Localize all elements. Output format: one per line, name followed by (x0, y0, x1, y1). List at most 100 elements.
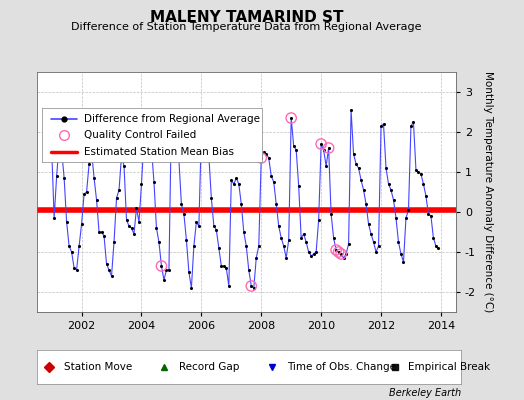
Point (182, 237, 191, 243)
Point (215, 245, 223, 251)
Point (297, 235, 305, 241)
Point (232, 175, 241, 181)
Point (424, 211, 433, 217)
Point (287, 115, 296, 121)
Point (115, 187, 123, 193)
Text: MALENY TAMARIND ST: MALENY TAMARIND ST (149, 10, 343, 25)
Point (88, 149, 96, 155)
Point (337, 251, 345, 257)
Point (307, 253, 315, 259)
Point (167, 113, 176, 119)
Point (50, 215, 58, 221)
Point (340, 255, 348, 261)
Point (419, 181, 428, 187)
Point (92, 197, 101, 203)
Point (235, 181, 243, 187)
Point (220, 263, 228, 269)
Point (310, 251, 318, 257)
Point (417, 171, 425, 177)
Point (434, 245, 443, 251)
Point (187, 285, 195, 291)
Point (302, 239, 310, 245)
Point (222, 265, 231, 271)
Text: Difference from Regional Average: Difference from Regional Average (84, 114, 260, 124)
Point (55, 141, 63, 147)
Point (362, 201, 370, 207)
Point (369, 239, 378, 245)
Point (294, 183, 303, 189)
Text: Empirical Break: Empirical Break (408, 362, 490, 372)
Point (205, 153, 213, 159)
Point (225, 283, 233, 289)
Point (317, 141, 325, 147)
Point (112, 195, 121, 201)
Point (135, 219, 143, 225)
Point (327, 211, 335, 217)
Point (184, 269, 193, 275)
Point (230, 181, 238, 187)
Point (78, 221, 86, 227)
Point (377, 123, 385, 129)
Point (177, 201, 185, 207)
Point (172, 151, 181, 157)
Point (192, 219, 201, 225)
Point (275, 223, 283, 229)
Point (257, 155, 266, 161)
Text: Record Gap: Record Gap (179, 362, 239, 372)
Point (252, 255, 260, 261)
Point (72, 267, 81, 273)
Text: Quality Control Failed: Quality Control Failed (84, 130, 196, 140)
Point (392, 215, 400, 221)
Point (125, 223, 133, 229)
Point (367, 231, 375, 237)
Point (342, 251, 350, 257)
Point (85, 161, 93, 167)
Point (324, 145, 333, 151)
Point (162, 267, 171, 273)
Point (202, 139, 211, 145)
Point (160, 277, 168, 283)
Point (130, 231, 138, 237)
Point (427, 213, 435, 219)
Point (324, 145, 333, 151)
Point (289, 143, 298, 149)
Point (200, 135, 208, 141)
Y-axis label: Monthly Temperature Anomaly Difference (°C): Monthly Temperature Anomaly Difference (… (483, 71, 493, 313)
Point (247, 283, 256, 289)
Point (372, 249, 380, 255)
Point (402, 215, 410, 221)
Point (409, 119, 418, 125)
Point (150, 179, 158, 185)
Point (197, 129, 205, 135)
Point (132, 205, 140, 211)
Point (414, 169, 423, 175)
Point (292, 147, 300, 153)
Point (347, 107, 355, 113)
Point (200, 135, 208, 141)
Point (174, 157, 183, 163)
Point (155, 239, 163, 245)
Text: Estimated Station Mean Bias: Estimated Station Mean Bias (84, 147, 234, 157)
Point (52, 173, 61, 179)
Point (357, 177, 365, 183)
Point (152, 225, 161, 231)
Point (322, 163, 330, 169)
Point (432, 243, 440, 249)
Point (239, 229, 248, 235)
Point (300, 231, 308, 237)
Point (255, 243, 263, 249)
Point (277, 235, 286, 241)
Point (247, 283, 256, 289)
Point (422, 193, 430, 199)
Point (122, 217, 130, 223)
Point (334, 249, 343, 255)
Point (350, 151, 358, 157)
Point (58, 147, 66, 153)
Point (157, 263, 166, 269)
Point (70, 265, 78, 271)
Point (167, 113, 176, 119)
Point (82, 189, 91, 195)
Point (364, 221, 373, 227)
Point (332, 247, 340, 253)
Point (217, 263, 225, 269)
